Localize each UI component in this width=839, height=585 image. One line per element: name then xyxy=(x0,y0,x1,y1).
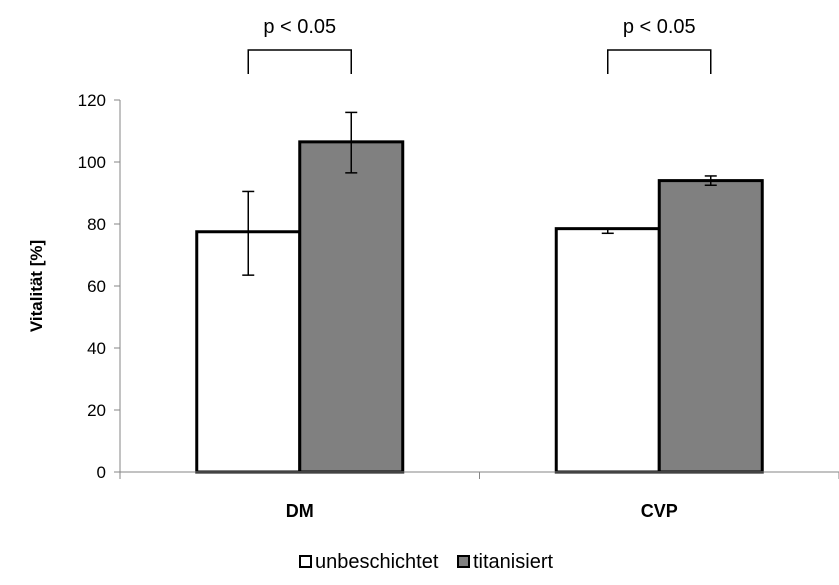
y-tick-label: 80 xyxy=(87,215,106,234)
legend-swatch-unbeschichtet xyxy=(299,555,312,568)
bar-titanisiert-DM xyxy=(298,140,405,474)
bar-titanisiert-CVP xyxy=(657,179,764,474)
y-axis: 0 20 40 60 80 100 120 xyxy=(78,91,121,482)
x-axis: DM CVP xyxy=(119,471,839,521)
y-tick-label: 120 xyxy=(78,91,106,110)
y-tick-label: 60 xyxy=(87,277,106,296)
y-tick-label: 40 xyxy=(87,339,106,358)
legend: unbeschichtet titanisiert xyxy=(299,551,553,573)
legend-swatch-titanisiert xyxy=(457,555,470,568)
significance-label: p < 0.05 xyxy=(623,16,696,38)
significance-annotations: p < 0.05 p < 0.05 xyxy=(247,16,712,74)
significance-bracket xyxy=(247,49,352,74)
legend-label-titanisiert: titanisiert xyxy=(473,551,553,573)
plot-area xyxy=(195,111,764,474)
significance-bracket xyxy=(607,49,712,74)
bar-unbeschichtet-CVP xyxy=(554,227,661,474)
y-tick-label: 100 xyxy=(78,153,106,172)
y-axis-label: Vitalität [%] xyxy=(27,240,46,332)
y-tick-label: 20 xyxy=(87,401,106,420)
legend-label-unbeschichtet: unbeschichtet xyxy=(315,551,439,573)
y-tick-label: 0 xyxy=(97,463,106,482)
x-category-label: CVP xyxy=(641,501,678,521)
x-category-label: DM xyxy=(286,501,314,521)
significance-label: p < 0.05 xyxy=(263,16,336,38)
